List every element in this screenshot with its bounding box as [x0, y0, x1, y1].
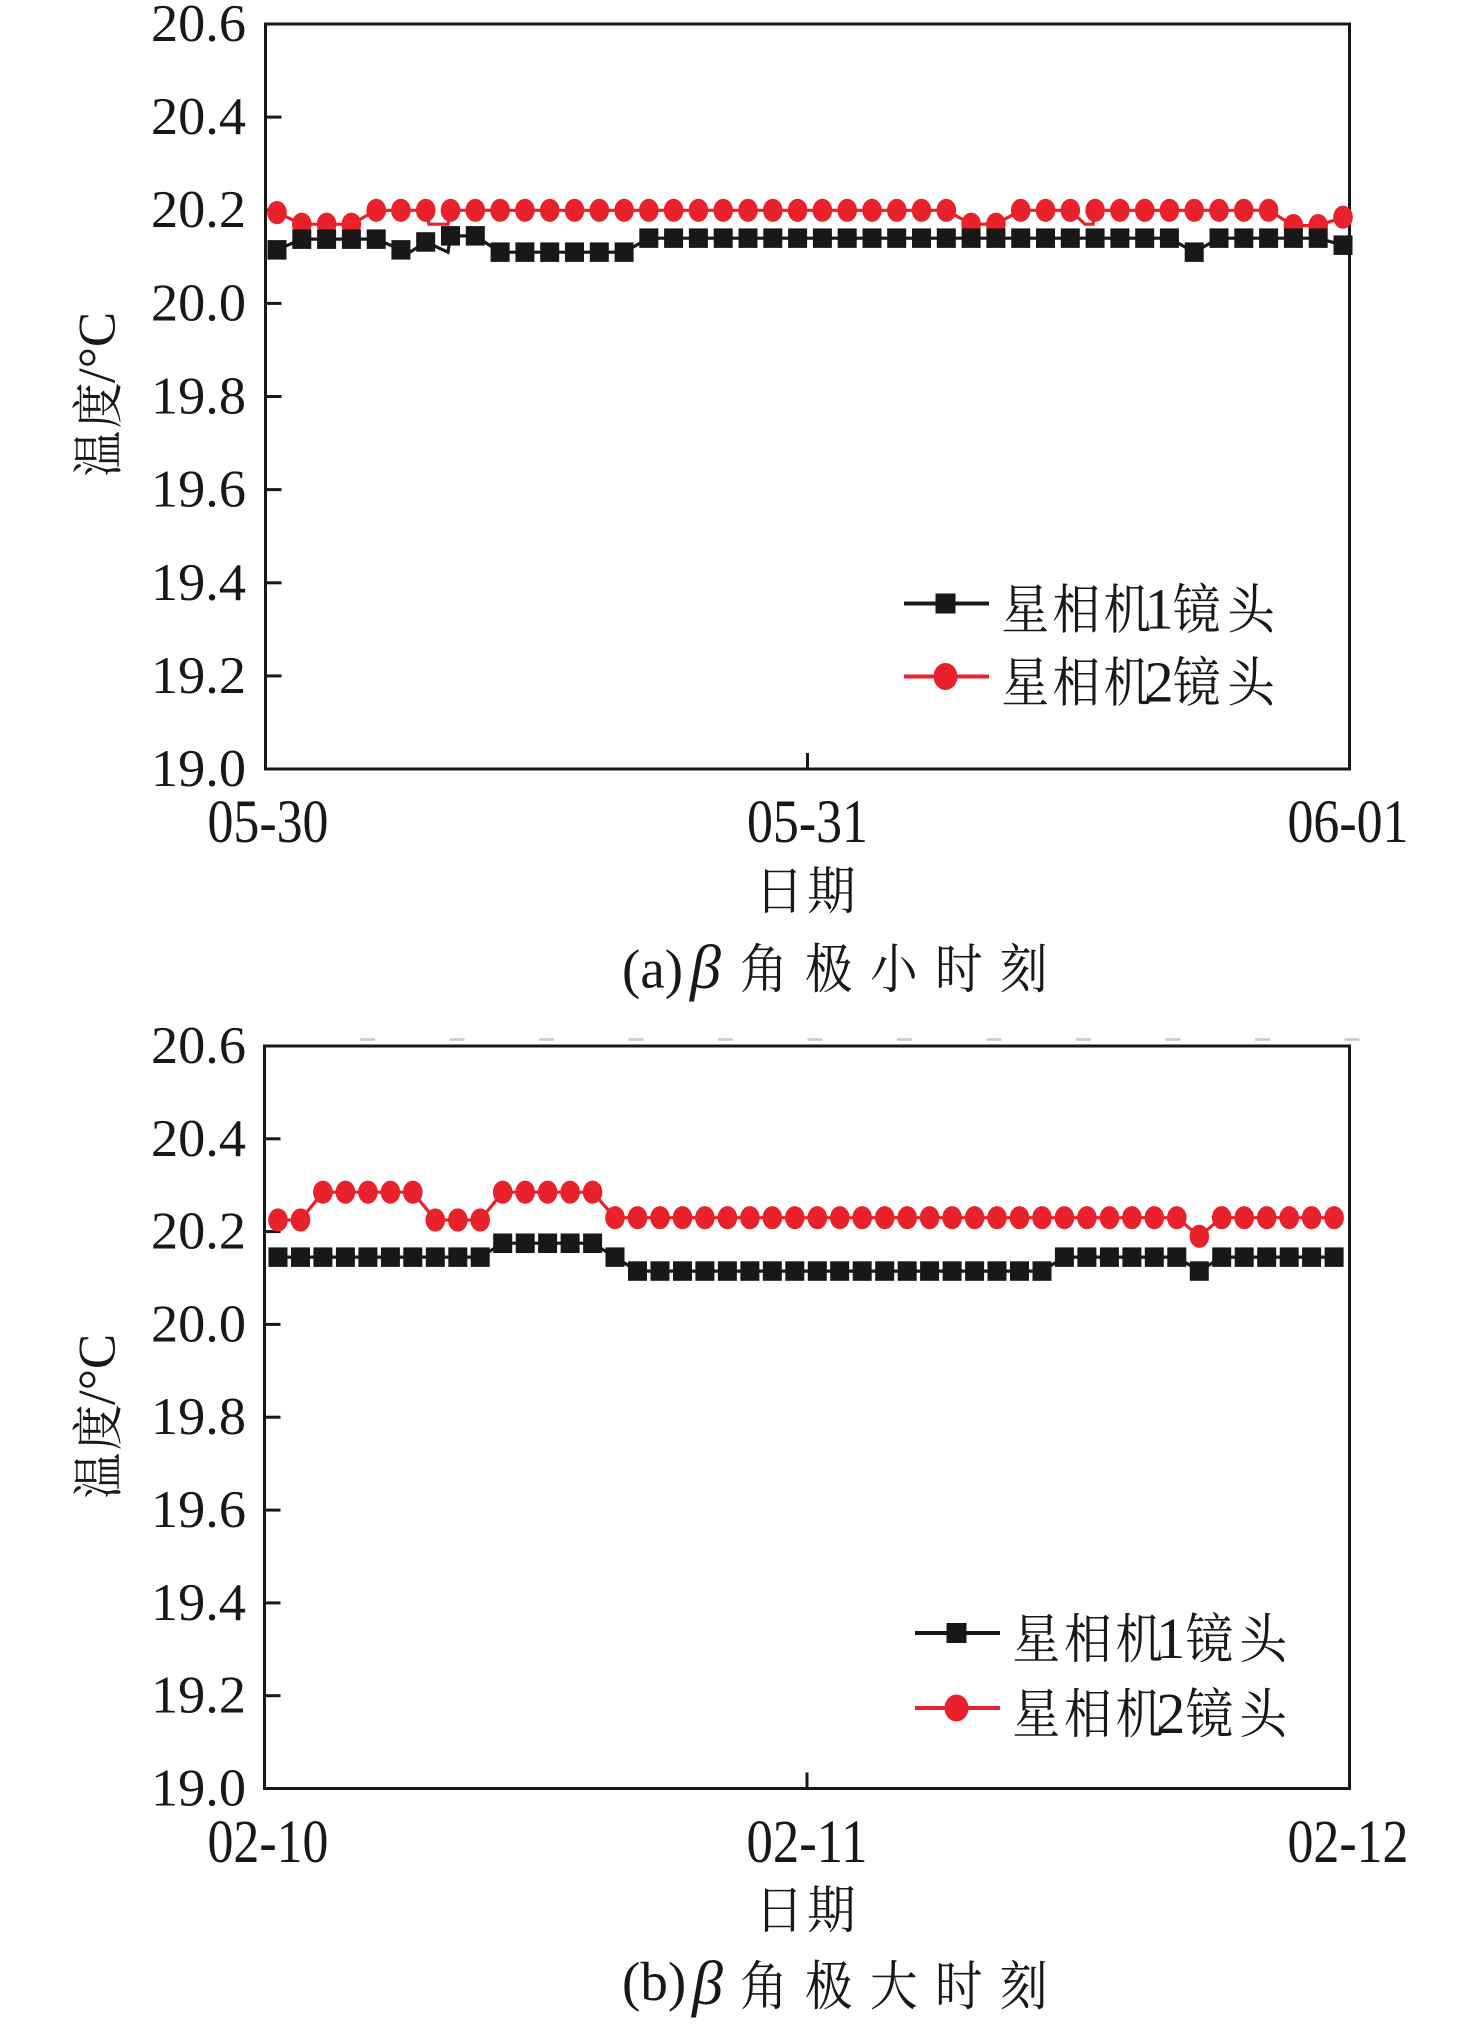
svg-text:20.4: 20.4	[151, 88, 246, 146]
svg-text:19.4: 19.4	[151, 554, 246, 612]
svg-text:(b): (b)	[622, 1951, 686, 2012]
svg-text:19.4: 19.4	[151, 1574, 246, 1632]
svg-text:1: 1	[1156, 1606, 1185, 1671]
svg-text:06-01: 06-01	[1288, 789, 1409, 856]
svg-text:20.6: 20.6	[151, 0, 246, 53]
svg-text:20.0: 20.0	[151, 1295, 246, 1353]
svg-text:19.0: 19.0	[151, 740, 246, 798]
svg-text:1: 1	[1145, 577, 1174, 642]
svg-text:19.8: 19.8	[151, 1388, 246, 1446]
svg-text:05-31: 05-31	[747, 789, 868, 856]
svg-text:19.6: 19.6	[151, 1481, 246, 1539]
svg-text:19.2: 19.2	[151, 1667, 246, 1725]
svg-text:/°C: /°C	[69, 312, 127, 383]
svg-text:19.6: 19.6	[151, 461, 246, 519]
svg-text:β: β	[691, 1950, 723, 2018]
svg-text:19.8: 19.8	[151, 368, 246, 426]
svg-text:19.2: 19.2	[151, 647, 246, 705]
svg-text:20.0: 20.0	[151, 274, 246, 332]
svg-text:2: 2	[1156, 1681, 1185, 1746]
svg-text:/°C: /°C	[69, 1334, 127, 1405]
svg-text:20.4: 20.4	[151, 1110, 246, 1168]
svg-text:19.0: 19.0	[151, 1760, 246, 1818]
svg-text:20.6: 20.6	[151, 1017, 246, 1075]
svg-text:2: 2	[1145, 650, 1174, 715]
svg-text:(a): (a)	[622, 939, 683, 1000]
svg-text:20.2: 20.2	[151, 1203, 246, 1261]
svg-text:β: β	[689, 934, 721, 1002]
svg-text:02-10: 02-10	[208, 1809, 329, 1876]
svg-text:20.2: 20.2	[151, 181, 246, 239]
svg-text:02-12: 02-12	[1288, 1809, 1409, 1876]
svg-text:02-11: 02-11	[747, 1809, 868, 1876]
svg-text:05-30: 05-30	[208, 789, 329, 856]
